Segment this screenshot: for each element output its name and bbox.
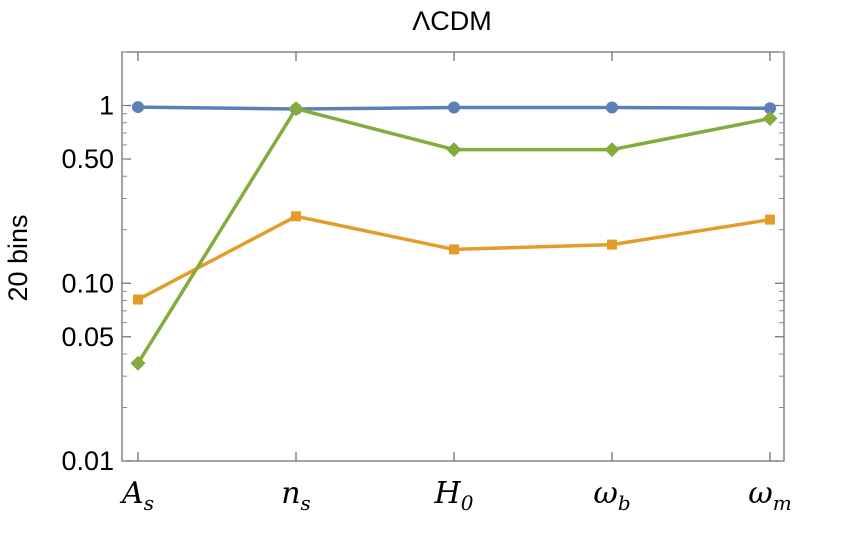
x-tick-label-subscript: 0 — [461, 491, 474, 515]
y-axis-label: 20 bins — [3, 214, 33, 301]
data-point-square — [133, 294, 143, 305]
data-point-square — [449, 244, 459, 255]
series-line — [137, 214, 771, 302]
data-point-circle — [606, 101, 618, 114]
data-point-diamond — [604, 142, 620, 158]
x-tick-label-base: n — [281, 476, 300, 511]
x-tick-label-base: ω — [748, 476, 772, 511]
x-tick-label: ωb — [593, 476, 630, 515]
series-layer — [130, 101, 778, 371]
series-square — [133, 211, 775, 305]
x-tick-label-base: H — [434, 476, 462, 511]
data-point-diamond — [446, 142, 462, 158]
data-point-circle — [764, 102, 776, 115]
x-tick-label: ωm — [748, 476, 791, 515]
x-tick-label-subscript: b — [618, 491, 631, 515]
data-point-circle — [132, 101, 144, 114]
plot-frame — [121, 51, 785, 462]
x-tick-label: H0 — [434, 476, 474, 515]
series-diamond — [130, 101, 778, 371]
series-circle — [132, 101, 776, 116]
y-axis-ticks: 1 0.50 0.10 0.05 0.01 — [61, 51, 784, 476]
x-tick-label-subscript: m — [773, 491, 792, 515]
y-tick-label: 0.10 — [61, 268, 114, 298]
y-tick-label: 0.05 — [61, 322, 114, 352]
x-tick-label: ns — [281, 476, 311, 515]
y-tick-label: 0.01 — [61, 446, 114, 476]
data-point-circle — [448, 101, 460, 114]
x-tick-label: As — [119, 476, 154, 515]
data-point-square — [607, 239, 617, 250]
data-point-square — [765, 214, 775, 225]
data-point-square — [291, 211, 301, 222]
x-tick-label-subscript: s — [144, 491, 154, 515]
chart-title: ΛCDM — [412, 6, 492, 36]
y-tick-label: 1 — [99, 91, 114, 121]
x-tick-label-base: ω — [593, 476, 617, 511]
y-tick-label: 0.50 — [61, 144, 114, 174]
x-tick-label-subscript: s — [301, 491, 311, 515]
data-point-diamond — [288, 101, 304, 117]
data-point-diamond — [762, 111, 778, 127]
x-tick-label-base: A — [119, 476, 144, 511]
x-axis-ticks: As ns H0 ωb ωm — [119, 52, 792, 515]
data-point-diamond — [130, 355, 146, 371]
